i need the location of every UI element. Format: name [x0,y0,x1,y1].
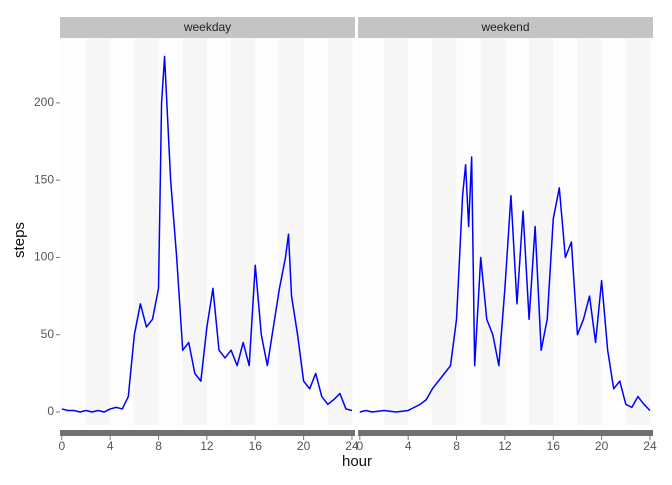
strip-label: weekend [480,20,529,34]
x-tick-label: 16 [547,439,561,453]
grid-band [529,38,554,425]
grid-band [625,38,650,425]
x-tick-label: 24 [643,439,657,453]
x-tick-label: 0 [58,439,65,453]
x-tick-label: 20 [297,439,311,453]
x-tick-label: 16 [249,439,263,453]
x-tick-label: 12 [200,439,214,453]
strip [60,17,355,38]
y-tick-label: 100 [34,250,54,264]
y-axis-title: steps [11,222,28,258]
y-tick-label: 50 [41,327,55,341]
grid-band [577,38,602,425]
x-tick-label: 8 [155,439,162,453]
y-tick-label: 200 [34,95,54,109]
strip [358,17,653,38]
y-tick-label: 0 [47,404,54,418]
data-line [359,156,651,413]
x-tick-label: 4 [107,439,114,453]
x-tick-label: 12 [498,439,512,453]
x-tick-label: 20 [595,439,609,453]
strip-label: weekday [183,20,231,34]
grid-band [134,38,159,425]
axis-bar [60,430,355,436]
grid-band [480,38,505,425]
x-tick-label: 4 [405,439,412,453]
data-line [61,55,353,413]
x-tick-label: 0 [356,439,363,453]
grid-band [279,38,304,425]
y-tick-label: 150 [34,172,54,186]
grid-band [432,38,457,425]
x-tick-label: 24 [345,439,359,453]
axis-bar [358,430,653,436]
grid-band [327,38,352,425]
grid-band [85,38,111,425]
grid-band [383,38,409,425]
x-tick-label: 8 [453,439,460,453]
grid-band [231,38,256,425]
x-axis-title: hour [342,453,372,470]
grid-band [182,38,207,425]
